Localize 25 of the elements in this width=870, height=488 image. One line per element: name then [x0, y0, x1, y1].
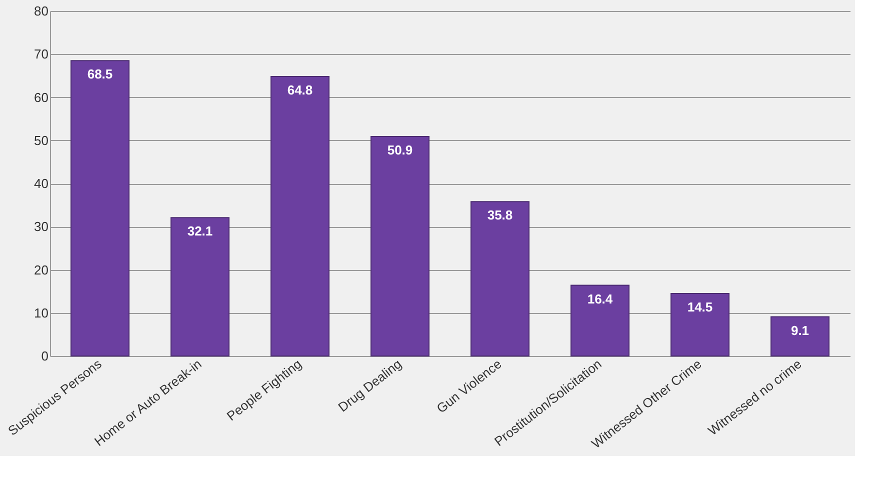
- y-tick-label: 80: [34, 4, 48, 18]
- y-tick-label: 0: [41, 348, 48, 364]
- y-tick-label: 50: [34, 132, 48, 148]
- y-tick-label: 30: [34, 219, 48, 234]
- data-label: 50.9: [387, 142, 413, 158]
- bar: [670, 292, 730, 356]
- y-tick-label: 60: [34, 90, 48, 105]
- y-tick-label: 10: [34, 305, 48, 320]
- bar: [470, 201, 530, 356]
- bar: [170, 217, 230, 356]
- y-tick-label: 70: [34, 46, 48, 62]
- data-label: 14.5: [687, 299, 713, 314]
- data-label: 68.5: [87, 66, 113, 82]
- bar: [70, 60, 130, 356]
- bar: [370, 136, 430, 356]
- data-label: 9.1: [790, 322, 810, 338]
- bar: [570, 284, 630, 356]
- data-label: 64.8: [287, 82, 313, 98]
- bar: [270, 76, 330, 356]
- data-label: 16.4: [587, 291, 614, 306]
- bar: [770, 316, 830, 356]
- data-label: 32.1: [187, 224, 213, 239]
- data-label: 35.8: [487, 208, 513, 223]
- y-tick-label: 20: [34, 262, 48, 278]
- y-tick-label: 40: [34, 176, 48, 191]
